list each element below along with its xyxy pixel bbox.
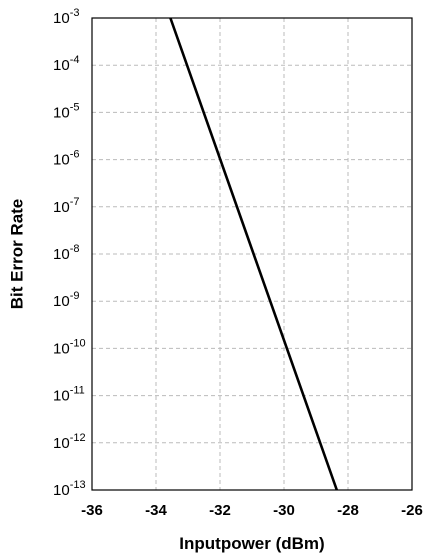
y-tick-exponent: -10 bbox=[70, 337, 86, 349]
y-tick-exponent: -6 bbox=[70, 149, 80, 161]
x-tick-labels: -36 -34 -32 -30 -28 -26 bbox=[81, 502, 423, 519]
x-tick-label: -30 bbox=[273, 502, 295, 519]
x-tick-label: -34 bbox=[145, 502, 167, 519]
y-tick-exponent: -11 bbox=[70, 385, 85, 397]
y-tick-base: 10 bbox=[53, 152, 70, 169]
y-tick-label: 10-4 bbox=[53, 54, 79, 74]
y-tick-exponent: -8 bbox=[70, 243, 80, 255]
plot-frame bbox=[91, 17, 413, 491]
x-tick-label: -36 bbox=[81, 502, 103, 519]
y-tick-base: 10 bbox=[53, 57, 70, 74]
y-tick-base: 10 bbox=[53, 199, 70, 216]
grid bbox=[91, 17, 413, 491]
y-tick-base: 10 bbox=[53, 104, 70, 121]
y-tick-exponent: -7 bbox=[70, 196, 80, 208]
series-lines bbox=[169, 17, 339, 491]
y-tick-base: 10 bbox=[53, 293, 70, 310]
x-axis-title: Inputpower (dBm) bbox=[179, 534, 324, 553]
y-tick-label: 10-6 bbox=[53, 149, 79, 169]
y-axis-title: Bit Error Rate bbox=[7, 199, 26, 310]
y-tick-exponent: -12 bbox=[70, 432, 86, 444]
y-tick-exponent: -13 bbox=[70, 479, 86, 491]
y-tick-exponent: -4 bbox=[70, 54, 80, 66]
x-tick-label: -26 bbox=[401, 502, 423, 519]
x-tick-label: -28 bbox=[337, 502, 359, 519]
y-tick-label: 10-7 bbox=[53, 196, 79, 216]
x-tick-label: -32 bbox=[209, 502, 231, 519]
y-tick-label: 10-8 bbox=[53, 243, 79, 263]
y-tick-label: 10-11 bbox=[53, 385, 85, 405]
y-tick-base: 10 bbox=[53, 388, 70, 405]
y-tick-label: 10-13 bbox=[53, 479, 86, 499]
y-tick-exponent: -9 bbox=[70, 290, 80, 302]
y-tick-base: 10 bbox=[53, 246, 70, 263]
y-tick-label: 10-12 bbox=[53, 432, 86, 452]
y-tick-label: 10-10 bbox=[53, 337, 86, 357]
y-tick-label: 10-5 bbox=[53, 101, 79, 121]
y-tick-base: 10 bbox=[53, 435, 70, 452]
y-tick-label: 10-3 bbox=[53, 7, 79, 27]
y-tick-base: 10 bbox=[53, 482, 70, 499]
y-tick-base: 10 bbox=[53, 340, 70, 357]
y-tick-exponent: -3 bbox=[70, 7, 80, 19]
series-line-0 bbox=[169, 17, 339, 491]
y-tick-exponent: -5 bbox=[70, 101, 80, 113]
y-tick-base: 10 bbox=[53, 10, 70, 27]
y-tick-labels: 10-310-410-510-610-710-810-910-1010-1110… bbox=[53, 7, 86, 499]
y-tick-label: 10-9 bbox=[53, 290, 79, 310]
